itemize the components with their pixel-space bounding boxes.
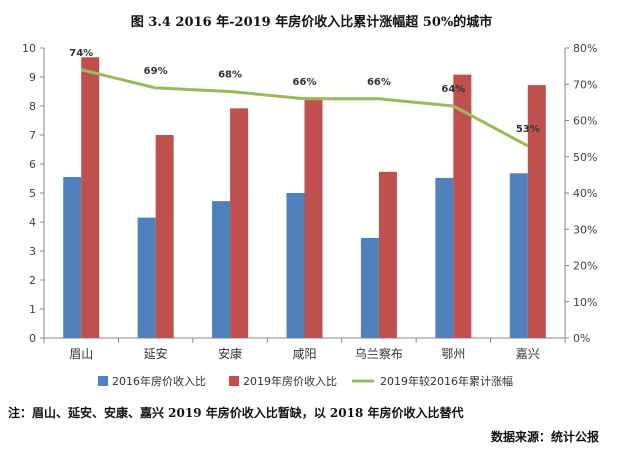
- y-right-tick-label: 0%: [573, 332, 590, 345]
- y-left-tick-label: 2: [29, 274, 36, 287]
- combo-chart: 0 1 2 3 4 5 6 7 8 9 10 0% 10% 20% 30% 40% 50% 60% 70% 80% 眉山…: [22, 42, 597, 388]
- y-right-tick-label: 20%: [573, 260, 597, 273]
- x-tick-label: 延安: [144, 346, 168, 361]
- bar-2019: [230, 108, 249, 338]
- y-left-tick-label: 10: [22, 42, 36, 55]
- bar-2016: [509, 173, 528, 338]
- bar-2016: [212, 201, 231, 338]
- y-right-tick-label: 30%: [573, 223, 597, 236]
- legend-label: 2019年较2016年累计涨幅: [380, 374, 513, 388]
- bar-2019: [453, 74, 472, 339]
- growth-line: [80, 68, 529, 148]
- y-right-tick-label: 10%: [573, 296, 597, 309]
- y-left-tick-label: 6: [29, 158, 36, 171]
- y-left-tick-label: 0: [29, 332, 36, 345]
- bar-2019: [81, 57, 100, 338]
- x-tick-label: 安康: [218, 346, 242, 361]
- legend-swatch: [229, 376, 239, 386]
- bar-2016: [286, 193, 305, 338]
- bar-2019: [155, 135, 174, 338]
- bar-2019: [527, 85, 546, 339]
- bar-2019: [378, 171, 397, 338]
- x-tick-label: 眉山: [69, 347, 93, 361]
- growth-data-label: 66%: [293, 77, 317, 88]
- bar-2016: [63, 177, 82, 338]
- bar-2016: [360, 237, 379, 338]
- y-right-tick-label: 70%: [573, 78, 597, 91]
- growth-data-label: 74%: [69, 48, 93, 59]
- y-right-tick-label: 40%: [573, 187, 597, 200]
- y-left-tick-label: 9: [29, 71, 36, 84]
- y-right-tick-label: 80%: [573, 42, 597, 55]
- y-left-tick-label: 3: [29, 245, 36, 258]
- y-right-tick-label: 50%: [573, 151, 597, 164]
- growth-data-label: 69%: [144, 66, 168, 77]
- y-left-tick-label: 1: [29, 303, 36, 316]
- legend-swatch: [98, 376, 108, 386]
- data-source: 数据来源：统计公报: [490, 430, 599, 444]
- footnote: 注：眉山、延安、安康、嘉兴 2019 年房价收入比暂缺，以 2018 年房价收入…: [8, 406, 464, 420]
- y-left-tick-label: 8: [29, 100, 36, 113]
- x-tick-label: 乌兰察布: [355, 346, 403, 361]
- y-left-tick-label: 5: [29, 187, 36, 200]
- legend-label: 2019年房价收入比: [243, 374, 337, 388]
- y-right-tick-label: 60%: [573, 115, 597, 128]
- growth-data-label: 53%: [516, 124, 540, 135]
- y-left-tick-label: 4: [29, 216, 36, 229]
- chart-title: 图 3.4 2016 年-2019 年房价收入比累计涨幅超 50%的城市: [130, 15, 493, 30]
- growth-data-label: 64%: [441, 84, 465, 95]
- bar-2019: [304, 97, 323, 338]
- growth-data-label: 66%: [367, 77, 391, 88]
- bar-2016: [137, 217, 156, 338]
- legend-label: 2016年房价收入比: [112, 374, 206, 388]
- x-tick-label: 咸阳: [292, 347, 316, 361]
- x-tick-label: 鄂州: [441, 347, 465, 361]
- growth-data-label: 68%: [218, 70, 242, 81]
- x-tick-label: 嘉兴: [516, 347, 540, 361]
- bar-2016: [435, 177, 454, 338]
- y-left-tick-label: 7: [29, 129, 36, 142]
